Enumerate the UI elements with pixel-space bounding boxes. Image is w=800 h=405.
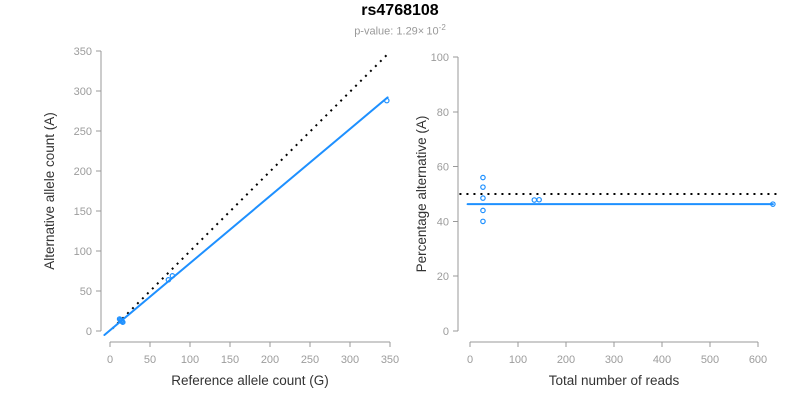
right-data-point: [770, 201, 776, 207]
left-data-point: [169, 272, 176, 279]
right-y-axis-title: Percentage alternative (A): [414, 116, 429, 273]
left-y-tick-label: 100: [74, 246, 92, 258]
right-x-tick-label: 200: [557, 354, 575, 366]
left-x-tick-label: 250: [301, 354, 319, 366]
right-y-tick-label: 100: [431, 52, 449, 64]
right-data-point: [480, 218, 486, 225]
left-data-point: [119, 318, 125, 325]
left-x-tick-label: 100: [181, 354, 199, 366]
left-y-tick-label: 50: [80, 286, 92, 298]
right-data-point: [480, 195, 486, 201]
left-y-tick-label: 0: [86, 326, 92, 338]
right-data-point: [480, 184, 486, 190]
left-x-tick-label: 50: [144, 354, 156, 366]
right-y-tick-label: 80: [437, 107, 449, 119]
left-fit-line: [103, 96, 389, 336]
right-y-tick-label: 40: [437, 216, 449, 228]
chart-subtitle: p-value: 1.29× 10-2: [0, 23, 800, 38]
left-x-tick-label: 200: [261, 354, 279, 366]
left-x-tick-label: 0: [107, 354, 113, 366]
right-x-axis-title: Total number of reads: [549, 373, 680, 388]
right-x-tick-label: 600: [749, 354, 767, 366]
p-value-prefix: p-value:: [354, 25, 397, 38]
left-data-point: [165, 276, 172, 283]
left-y-tick-label: 350: [74, 46, 92, 58]
chart-title: rs4768108: [361, 2, 439, 19]
left-y-tick-label: 150: [74, 206, 92, 218]
left-x-tick-label: 300: [341, 354, 359, 366]
right-data-point: [536, 196, 542, 203]
right-data-point: [480, 174, 486, 181]
left-y-axis-title: Alternative allele count (A): [42, 112, 57, 270]
left-y-tick-label: 300: [74, 86, 92, 98]
left-x-axis-title: Reference allele count (G): [171, 373, 329, 388]
p-value-mantissa: 1.29× 10: [396, 25, 439, 38]
right-y-tick-label: 20: [437, 271, 449, 283]
right-x-tick-label: 0: [467, 354, 473, 366]
left-identity-line: [111, 54, 388, 330]
right-y-tick-label: 0: [443, 326, 449, 338]
left-x-tick-label: 150: [221, 354, 239, 366]
left-data-point: [383, 97, 390, 104]
right-x-tick-label: 300: [605, 354, 623, 366]
right-y-tick-label: 60: [437, 162, 449, 174]
right-data-point: [531, 197, 538, 203]
right-x-tick-label: 100: [509, 354, 527, 366]
right-x-tick-label: 400: [653, 354, 671, 366]
right-data-point: [480, 207, 486, 214]
left-y-tick-label: 250: [74, 126, 92, 138]
left-x-tick-label: 350: [381, 354, 399, 366]
left-y-tick-label: 200: [74, 166, 92, 178]
left-data-point: [120, 319, 126, 326]
right-x-tick-label: 500: [701, 354, 719, 366]
p-value-exponent: -2: [438, 23, 446, 32]
